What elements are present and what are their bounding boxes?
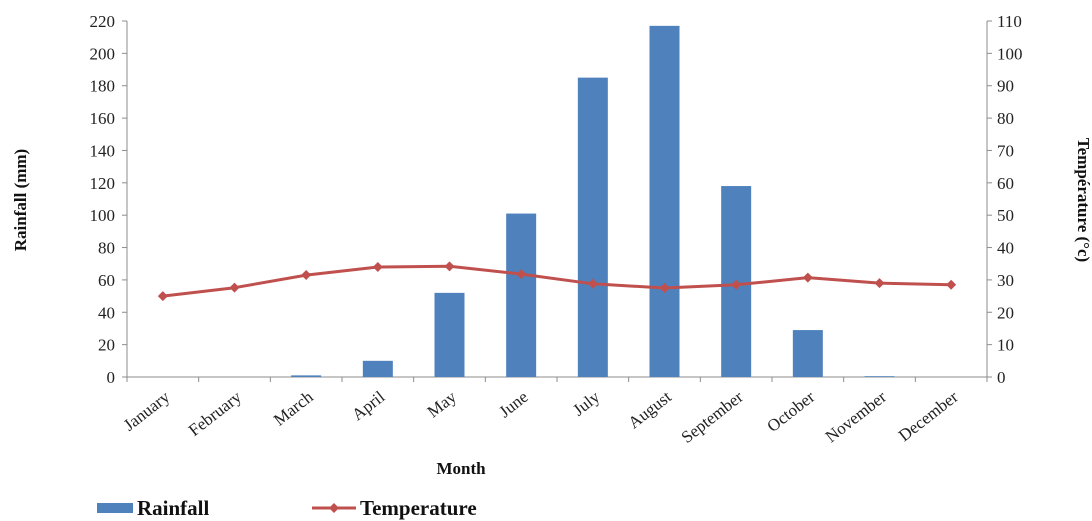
temperature-point-august (659, 283, 670, 293)
left-tick-label: 100 (90, 206, 116, 225)
legend: Rainfall Temperature (97, 496, 477, 520)
temperature-point-january (157, 291, 168, 302)
left-tick-label: 160 (90, 109, 116, 128)
x-tick-label: June (495, 387, 531, 421)
x-tick-label: July (569, 387, 603, 420)
x-tick-label: March (270, 387, 317, 430)
bar-march (291, 375, 322, 377)
left-axis-ticks: 0 20 40 60 80 100 120 140 160 180 200 220 (90, 12, 127, 387)
right-tick-label: 60 (997, 174, 1014, 193)
right-tick-label: 10 (997, 336, 1014, 355)
right-tick-label: 50 (997, 206, 1014, 225)
left-tick-label: 180 (90, 77, 116, 96)
x-tick-label: April (348, 387, 388, 424)
left-tick-label: 0 (107, 368, 116, 387)
temperature-point-february (229, 282, 240, 293)
left-tick-label: 140 (90, 141, 116, 160)
x-tick-label: May (424, 387, 461, 421)
legend-label-temperature: Temperature (360, 496, 477, 520)
bar-october (792, 330, 823, 377)
x-axis-ticks: January February March April May June July Augu… (120, 377, 988, 447)
left-tick-label: 220 (90, 12, 116, 31)
x-tick-label: November (822, 387, 891, 446)
temperature-point-march (301, 270, 312, 281)
temperature-point-december (946, 279, 957, 290)
right-tick-label: 40 (997, 239, 1014, 258)
right-axis-ticks: 0 10 20 30 40 50 60 70 80 90 100 110 (987, 12, 1023, 387)
x-tick-label: September (678, 387, 747, 447)
right-tick-label: 0 (997, 368, 1006, 387)
x-tick-label: February (185, 387, 245, 440)
left-tick-label: 80 (98, 239, 115, 258)
temperature-point-november (874, 278, 885, 289)
bar-april (362, 360, 393, 377)
left-tick-label: 120 (90, 174, 116, 193)
right-tick-label: 80 (997, 109, 1014, 128)
right-tick-label: 70 (997, 141, 1014, 160)
bar-may (434, 292, 465, 377)
temperature-line (162, 264, 952, 298)
temperature-point-september (731, 279, 742, 290)
bar-july (577, 77, 608, 378)
left-tick-label: 40 (98, 303, 115, 322)
legend-label-rainfall: Rainfall (137, 496, 210, 520)
legend-marker-temperature (329, 503, 339, 513)
bar-august (649, 25, 680, 377)
right-axis-title: Température (°c) (1074, 138, 1092, 262)
temperature-point-june (516, 269, 527, 280)
x-tick-label: August (625, 387, 676, 432)
left-axis-title: Rainfall (mm) (11, 149, 30, 251)
left-tick-label: 200 (90, 44, 116, 63)
temperature-point-april (372, 261, 383, 272)
left-tick-label: 20 (98, 336, 115, 355)
legend-swatch-rainfall (97, 503, 133, 513)
temperature-point-may (444, 261, 455, 272)
right-tick-label: 30 (997, 271, 1014, 290)
temperature-point-july (587, 278, 598, 289)
bar-november (864, 376, 895, 377)
x-tick-label: October (763, 387, 818, 436)
left-tick-label: 60 (98, 271, 115, 290)
temperature-point-october (802, 272, 813, 283)
bar-june (506, 213, 537, 377)
right-tick-label: 90 (997, 77, 1014, 96)
right-tick-label: 20 (997, 303, 1014, 322)
plot-area (126, 21, 988, 378)
right-tick-label: 100 (997, 44, 1023, 63)
x-tick-label: December (895, 387, 962, 445)
x-tick-label: January (120, 387, 174, 435)
x-axis-title: Month (436, 459, 486, 478)
right-tick-label: 110 (997, 12, 1022, 31)
